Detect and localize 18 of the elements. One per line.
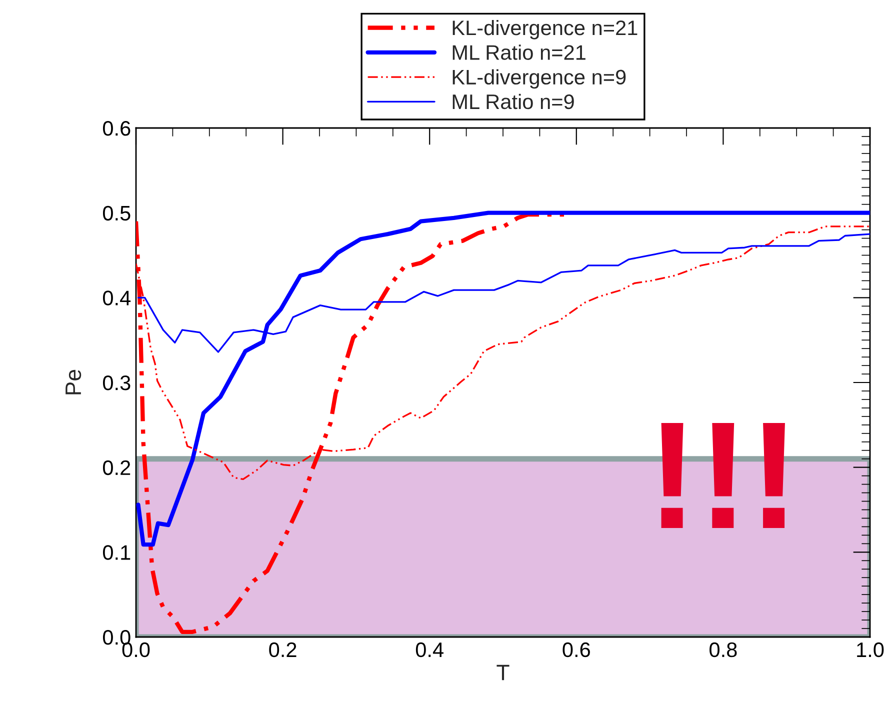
y-tick-label: 0.2 (102, 460, 130, 476)
x-tick-label: 1.0 (857, 642, 884, 658)
legend-label: ML Ratio n=21 (452, 44, 586, 60)
y-tick-label: 0.4 (102, 290, 131, 306)
x-tick-label: 0.2 (269, 642, 296, 658)
x-tick-label: 0.8 (710, 642, 737, 658)
legend-label: ML Ratio n=9 (452, 94, 574, 110)
annotation: !!! (661, 422, 785, 528)
y-axis-title: Pe (66, 370, 82, 394)
x-tick-label: 0.6 (562, 642, 590, 658)
legend-label: KL-divergence n=21 (452, 20, 638, 40)
x-tick-label: 0.4 (416, 642, 444, 658)
y-tick-label: 0.1 (102, 545, 130, 560)
y-tick-label: 0.5 (102, 206, 130, 221)
y-tick-label: 0.6 (102, 121, 130, 136)
y-tick-label: 0.3 (102, 376, 130, 390)
x-axis-title: T (496, 664, 510, 680)
legend-label: KL-divergence n=9 (452, 69, 626, 89)
